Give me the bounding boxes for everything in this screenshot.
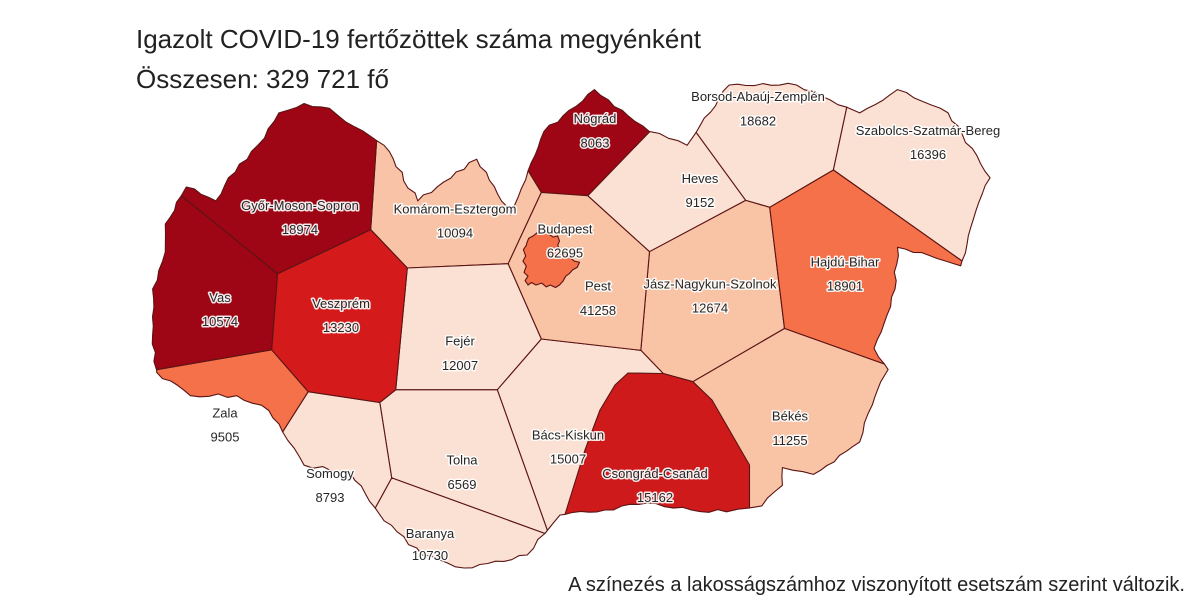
svg-text:Győr-Moson-Sopron: Győr-Moson-Sopron <box>241 198 359 213</box>
svg-text:13230: 13230 <box>323 320 359 335</box>
svg-text:18901: 18901 <box>827 279 863 294</box>
svg-text:41258: 41258 <box>580 303 616 318</box>
svg-text:Heves: Heves <box>682 171 719 186</box>
svg-text:8793: 8793 <box>316 490 345 505</box>
svg-text:11255: 11255 <box>772 433 807 448</box>
svg-text:18682: 18682 <box>740 113 776 128</box>
svg-text:Csongrád-Csanád: Csongrád-Csanád <box>602 466 708 481</box>
svg-text:Komárom-Esztergom: Komárom-Esztergom <box>394 202 517 217</box>
svg-text:12674: 12674 <box>692 301 728 316</box>
svg-text:10094: 10094 <box>437 226 473 241</box>
svg-text:6569: 6569 <box>448 477 477 492</box>
svg-text:62695: 62695 <box>547 246 583 261</box>
svg-text:Baranya: Baranya <box>406 526 455 541</box>
svg-text:8063: 8063 <box>581 135 610 150</box>
svg-text:Veszprém: Veszprém <box>312 296 370 311</box>
svg-text:Vas: Vas <box>209 290 231 305</box>
svg-text:Szabolcs-Szatmár-Bereg: Szabolcs-Szatmár-Bereg <box>856 123 1001 138</box>
svg-text:Budapest: Budapest <box>538 221 593 236</box>
svg-text:Somogy: Somogy <box>306 466 354 481</box>
svg-text:10574: 10574 <box>202 314 238 329</box>
svg-text:9152: 9152 <box>686 195 715 210</box>
svg-text:10730: 10730 <box>412 548 448 563</box>
svg-text:Jász-Nagykun-Szolnok: Jász-Nagykun-Szolnok <box>644 276 777 291</box>
svg-text:Pest: Pest <box>585 279 611 294</box>
svg-text:Hajdú-Bihar: Hajdú-Bihar <box>811 254 880 269</box>
svg-text:Zala: Zala <box>212 405 238 420</box>
svg-text:Nógrád: Nógrád <box>574 111 617 126</box>
svg-text:Bács-Kiskun: Bács-Kiskun <box>532 427 604 442</box>
svg-text:Fejér: Fejér <box>445 334 475 349</box>
svg-text:Békés: Békés <box>772 409 809 424</box>
svg-text:16396: 16396 <box>910 147 946 162</box>
svg-text:Tolna: Tolna <box>446 453 478 468</box>
svg-text:9505: 9505 <box>211 430 240 445</box>
svg-text:Borsod-Abaúj-Zemplén: Borsod-Abaúj-Zemplén <box>691 89 825 104</box>
svg-text:12007: 12007 <box>442 358 478 373</box>
svg-text:15162: 15162 <box>637 490 673 505</box>
svg-text:15007: 15007 <box>550 452 586 467</box>
svg-text:18974: 18974 <box>282 222 318 237</box>
